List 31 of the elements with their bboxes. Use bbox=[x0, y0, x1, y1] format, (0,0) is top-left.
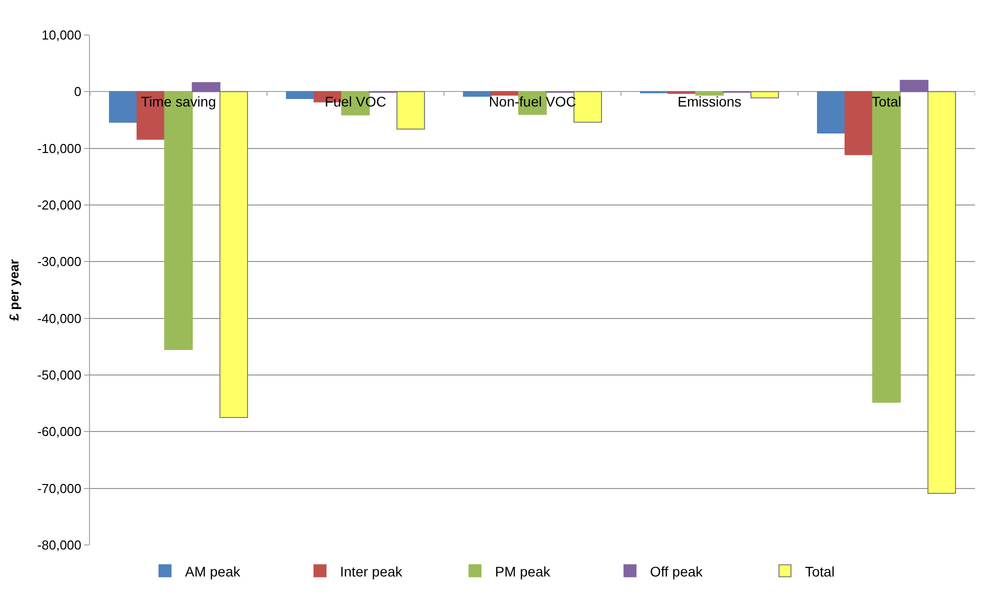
x-tick-label: Total bbox=[872, 94, 902, 110]
bar bbox=[844, 91, 874, 156]
bar bbox=[192, 82, 220, 92]
y-tick-label: -80,000 bbox=[37, 538, 82, 553]
y-tick-label: -50,000 bbox=[37, 368, 82, 383]
bar bbox=[900, 80, 928, 92]
bar bbox=[219, 91, 248, 418]
bar bbox=[462, 91, 492, 97]
legend-label: Off peak bbox=[650, 563, 704, 580]
y-tick-label: -60,000 bbox=[37, 424, 82, 440]
y-tick-label: -70,000 bbox=[37, 480, 82, 496]
bar bbox=[396, 91, 426, 130]
bar bbox=[286, 91, 315, 99]
x-tick-label: Emissions bbox=[678, 94, 742, 110]
y-tick-label: -20,000 bbox=[37, 198, 82, 213]
bar bbox=[108, 91, 138, 123]
bar bbox=[816, 91, 846, 134]
y-axis-title: £ per year bbox=[6, 259, 22, 321]
legend-label: Total bbox=[805, 563, 835, 580]
y-tick-label: 0 bbox=[74, 84, 82, 100]
y-tick-label: -30,000 bbox=[37, 254, 82, 270]
y-tick-label: -40,000 bbox=[37, 310, 82, 326]
y-tick-label: 10,000 bbox=[42, 28, 82, 43]
bar bbox=[872, 91, 901, 403]
legend-label: AM peak bbox=[185, 563, 242, 580]
bar bbox=[750, 91, 780, 98]
bar bbox=[927, 91, 956, 494]
legend-label: PM peak bbox=[495, 563, 552, 580]
bar bbox=[695, 91, 724, 96]
legend-label: Inter peak bbox=[340, 563, 404, 580]
y-tick-label: -10,000 bbox=[37, 140, 82, 156]
